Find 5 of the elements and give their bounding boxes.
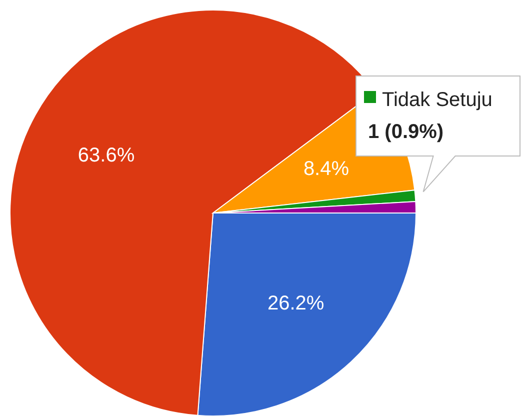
data-label: 26.2% — [267, 292, 324, 314]
data-label: 63.6% — [78, 144, 135, 166]
legend-label: Tidak Setuju — [382, 89, 492, 111]
tooltip: Tidak Setuju 1 (0.9%) — [356, 76, 520, 192]
data-label: 8.4% — [303, 158, 350, 180]
